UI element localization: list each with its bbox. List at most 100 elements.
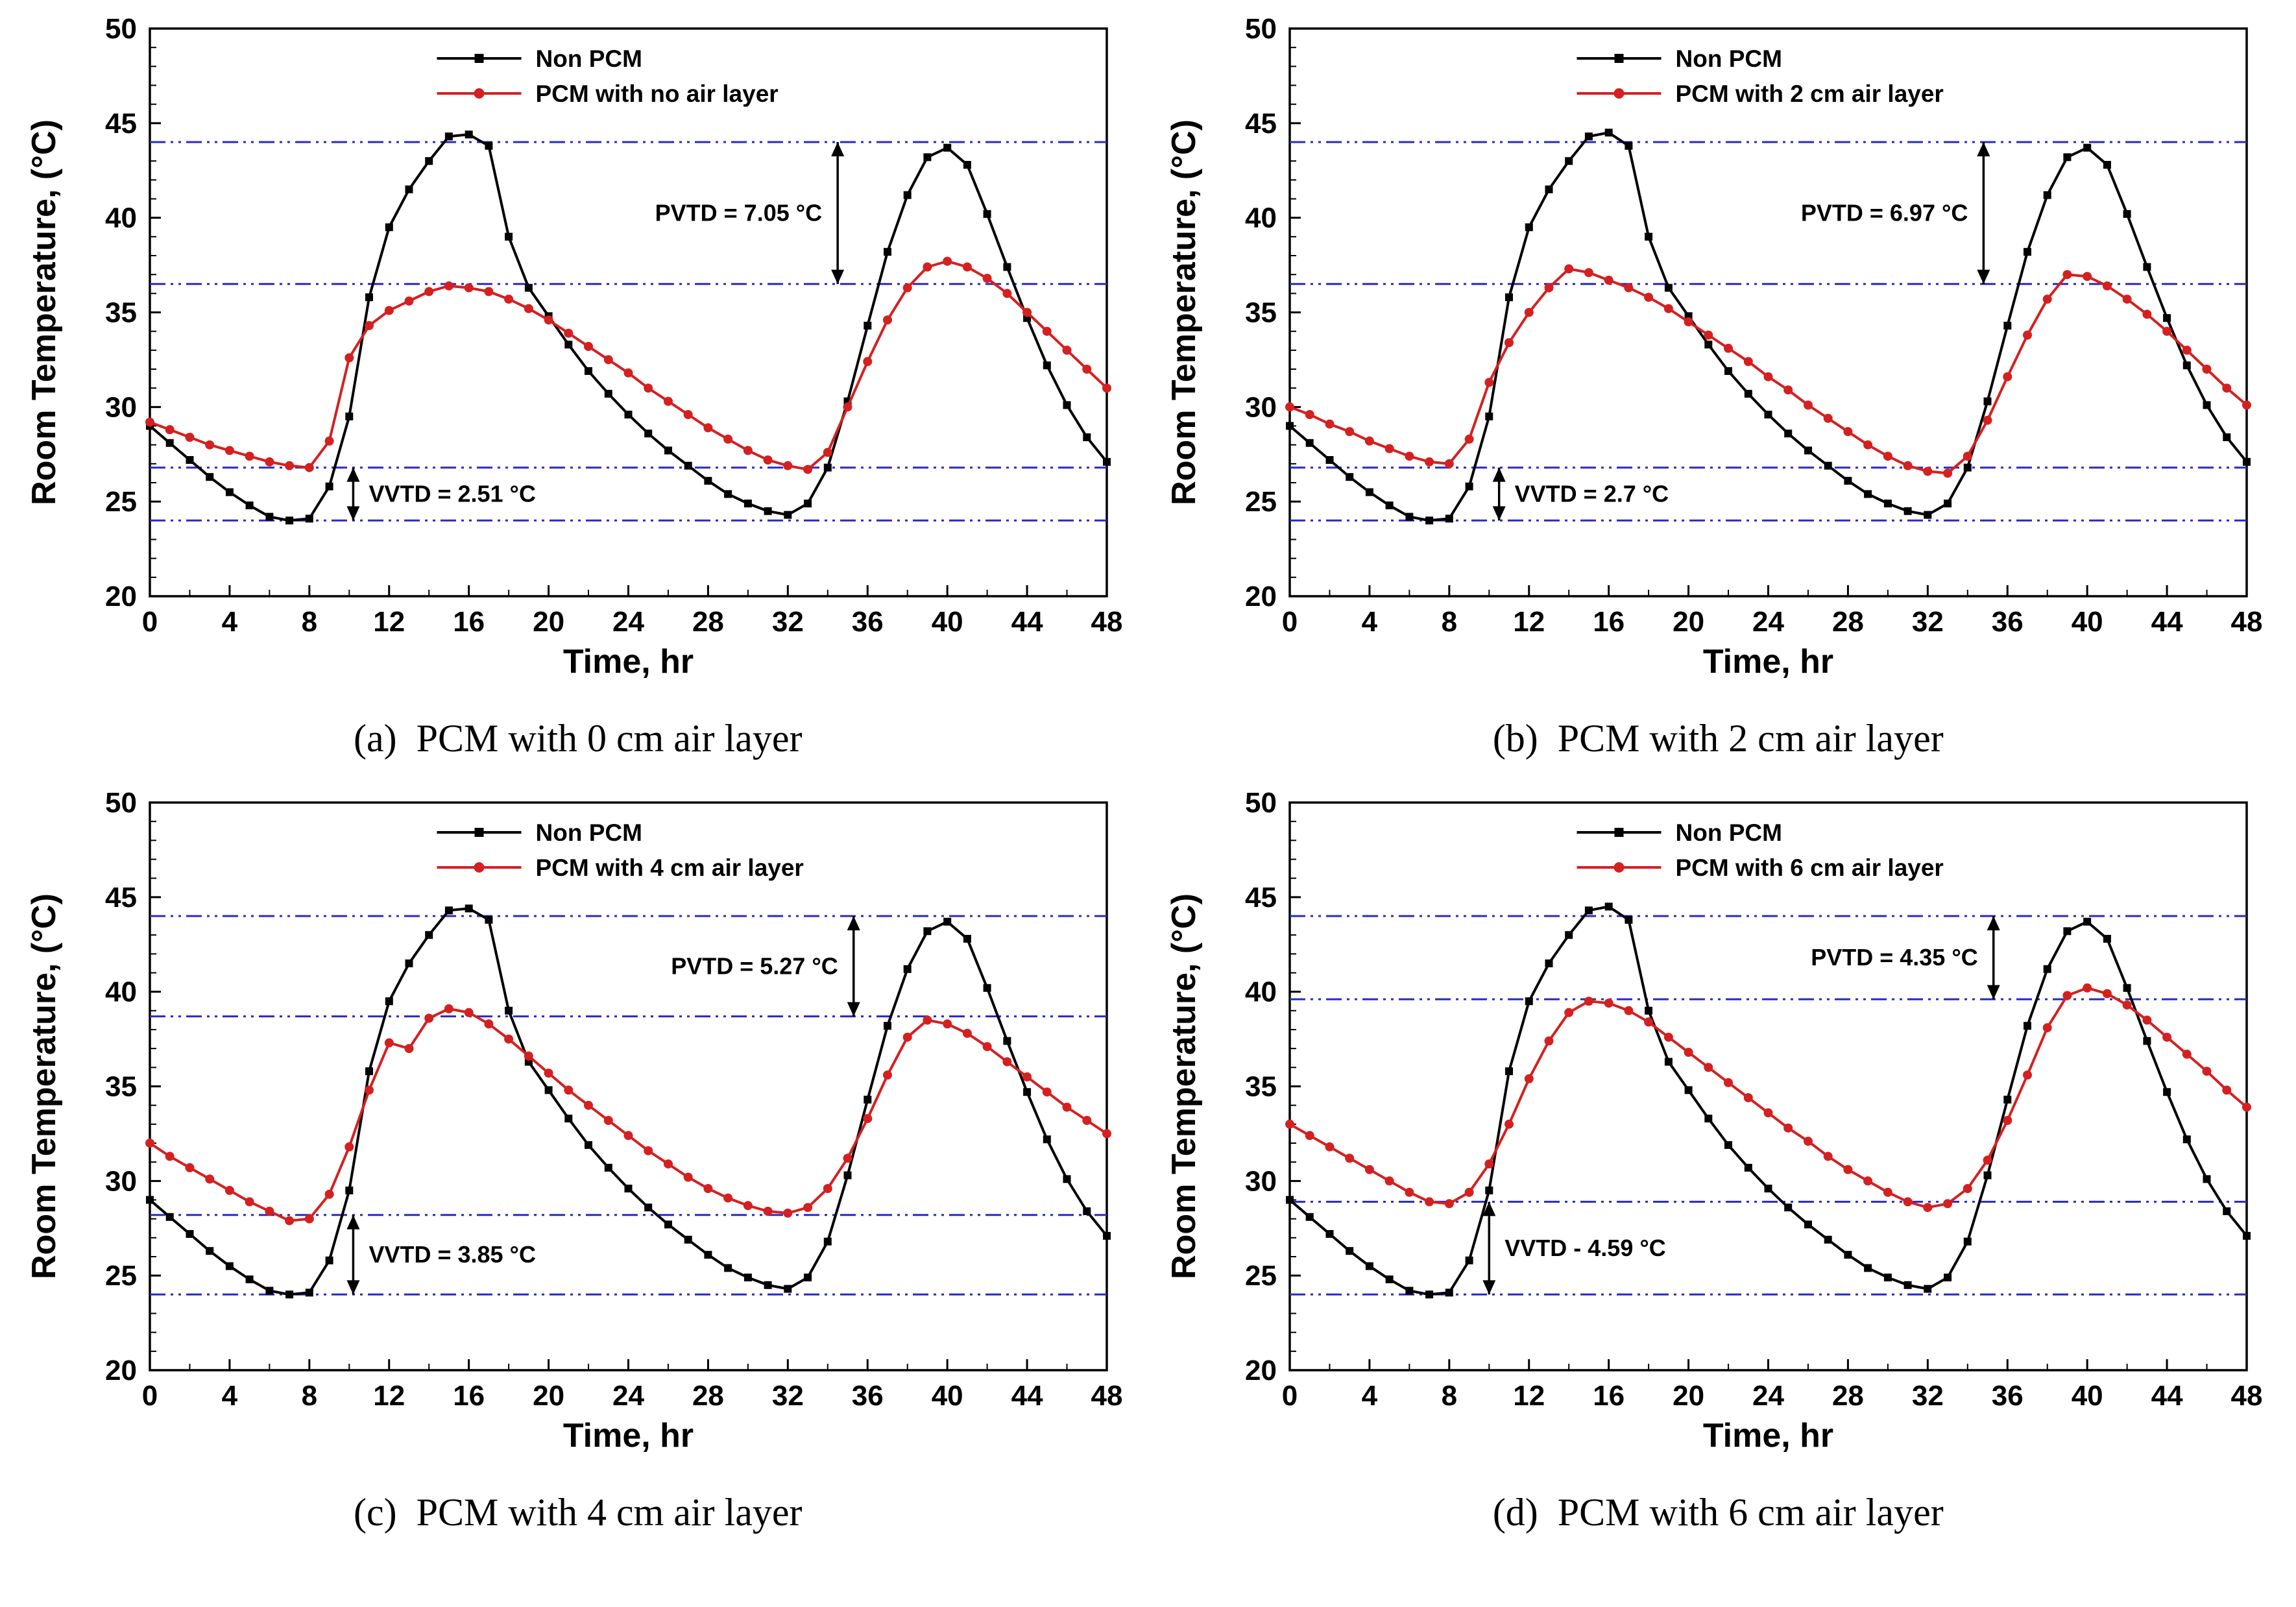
circle-marker-icon xyxy=(1042,1087,1052,1097)
panel-a: 0 4 8 12 16 20 24 28 32 36 40 44 48 20 25 30 35 40 45 50 Tim… xyxy=(16,9,1141,760)
circle-marker-icon xyxy=(1983,1155,1992,1165)
y-tick-label: 25 xyxy=(105,1260,137,1292)
x-tick-label: 16 xyxy=(1593,606,1625,638)
y-axis-label: Room Temperature, (°C) xyxy=(1165,893,1203,1279)
y-tick-label: 45 xyxy=(1245,108,1277,139)
square-marker-icon xyxy=(205,473,213,481)
square-marker-icon xyxy=(1102,1231,1111,1240)
y-tick-label: 35 xyxy=(105,1071,137,1103)
circle-marker-icon xyxy=(2162,326,2172,336)
chart-svg: 0 4 8 12 16 20 24 28 32 36 40 44 4820253035404550Tim… xyxy=(1165,787,2262,1455)
plot-border xyxy=(1288,801,2248,1371)
circle-marker-icon xyxy=(224,1185,234,1195)
circle-marker-icon xyxy=(1102,1129,1111,1139)
square-marker-icon xyxy=(2223,433,2231,441)
x-tick-label: 16 xyxy=(1593,1380,1625,1412)
circle-marker-icon xyxy=(1002,289,1012,298)
circle-marker-icon xyxy=(942,1019,952,1029)
y-tick-label: 40 xyxy=(1245,976,1277,1008)
square-marker-icon xyxy=(385,223,393,232)
circle-marker-icon xyxy=(783,461,793,470)
circle-marker-icon xyxy=(663,1159,673,1169)
circle-marker-icon xyxy=(2103,281,2112,291)
x-tick-label: 8 xyxy=(301,606,317,638)
x-tick-label: 36 xyxy=(1992,606,2024,638)
circle-marker-icon xyxy=(1405,452,1414,461)
square-marker-icon xyxy=(1983,1171,1992,1179)
square-marker-icon xyxy=(1366,1262,1374,1270)
arrowhead-up-icon xyxy=(346,467,360,482)
circle-marker-icon xyxy=(1504,338,1514,348)
circle-marker-icon xyxy=(2182,1049,2192,1059)
circle-marker-icon xyxy=(1823,1152,1833,1161)
circle-marker-icon xyxy=(823,448,832,457)
x-tick-label: 0 xyxy=(1282,606,1298,638)
square-marker-icon xyxy=(245,501,254,509)
circle-marker-icon xyxy=(623,1131,633,1141)
square-marker-icon xyxy=(564,1115,573,1123)
circle-marker-icon xyxy=(1325,419,1335,429)
x-tick-label: 16 xyxy=(453,1380,485,1412)
square-marker-icon xyxy=(186,1230,194,1238)
square-marker-icon xyxy=(1286,422,1294,430)
square-marker-icon xyxy=(1545,185,1553,193)
square-marker-icon xyxy=(2083,917,2092,926)
circle-marker-icon xyxy=(923,1015,932,1025)
y-tick-label: 20 xyxy=(105,1355,137,1386)
square-marker-icon xyxy=(1964,463,1972,472)
square-marker-icon xyxy=(983,210,991,218)
square-marker-icon xyxy=(1745,389,1753,398)
circle-marker-icon xyxy=(2042,1023,2052,1033)
annotation-label: PVTD = 7.05 °C xyxy=(655,199,822,226)
square-marker-icon xyxy=(2024,1022,2032,1030)
square-marker-icon xyxy=(963,935,971,943)
arrowhead-up-icon xyxy=(1482,1202,1496,1216)
circle-marker-icon xyxy=(265,457,274,466)
legend-label: PCM with 4 cm air layer xyxy=(535,854,803,881)
circle-marker-icon xyxy=(1704,330,1713,340)
x-tick-label: 48 xyxy=(1091,1380,1122,1412)
square-marker-icon xyxy=(1325,1230,1334,1238)
y-tick-label: 40 xyxy=(105,202,137,234)
circle-marker-icon xyxy=(1983,415,1992,425)
square-marker-icon xyxy=(1305,1213,1314,1221)
square-marker-icon xyxy=(2024,248,2032,256)
circle-marker-icon xyxy=(1285,402,1295,412)
circle-marker-icon xyxy=(2003,1116,2012,1125)
square-marker-icon xyxy=(1844,477,1852,485)
y-tick-label: 20 xyxy=(1245,581,1277,612)
circle-marker-icon xyxy=(1102,383,1111,393)
square-marker-icon xyxy=(2183,361,2192,370)
square-marker-icon xyxy=(305,514,313,523)
square-marker-icon xyxy=(1485,412,1493,420)
circle-marker-icon xyxy=(1613,88,1625,99)
y-tick-label: 30 xyxy=(1245,391,1277,423)
circle-marker-icon xyxy=(2122,295,2132,304)
y-tick-label: 50 xyxy=(1245,13,1277,45)
square-marker-icon xyxy=(823,463,832,472)
square-marker-icon xyxy=(1043,1135,1051,1144)
circle-marker-icon xyxy=(703,1184,713,1193)
circle-marker-icon xyxy=(1783,385,1793,395)
circle-marker-icon xyxy=(942,256,952,266)
square-marker-icon xyxy=(1505,1067,1514,1076)
y-tick-label: 40 xyxy=(1245,202,1277,234)
square-marker-icon xyxy=(723,490,732,498)
circle-marker-icon xyxy=(564,1085,574,1095)
circle-marker-icon xyxy=(843,402,852,412)
circle-marker-icon xyxy=(882,1070,892,1080)
legend-label: Non PCM xyxy=(535,45,642,72)
circle-marker-icon xyxy=(1504,1119,1514,1129)
square-marker-icon xyxy=(943,917,951,926)
square-marker-icon xyxy=(504,1006,513,1015)
square-marker-icon xyxy=(2143,263,2151,271)
square-marker-icon xyxy=(1944,1274,1952,1282)
square-marker-icon xyxy=(1804,1220,1813,1229)
circle-marker-icon xyxy=(404,296,414,306)
square-marker-icon xyxy=(1724,1141,1733,1149)
circle-marker-icon xyxy=(982,1042,992,1052)
circle-marker-icon xyxy=(723,1193,732,1203)
square-marker-icon xyxy=(1884,500,1892,508)
square-marker-icon xyxy=(1924,511,1932,519)
square-marker-icon xyxy=(784,1285,792,1293)
